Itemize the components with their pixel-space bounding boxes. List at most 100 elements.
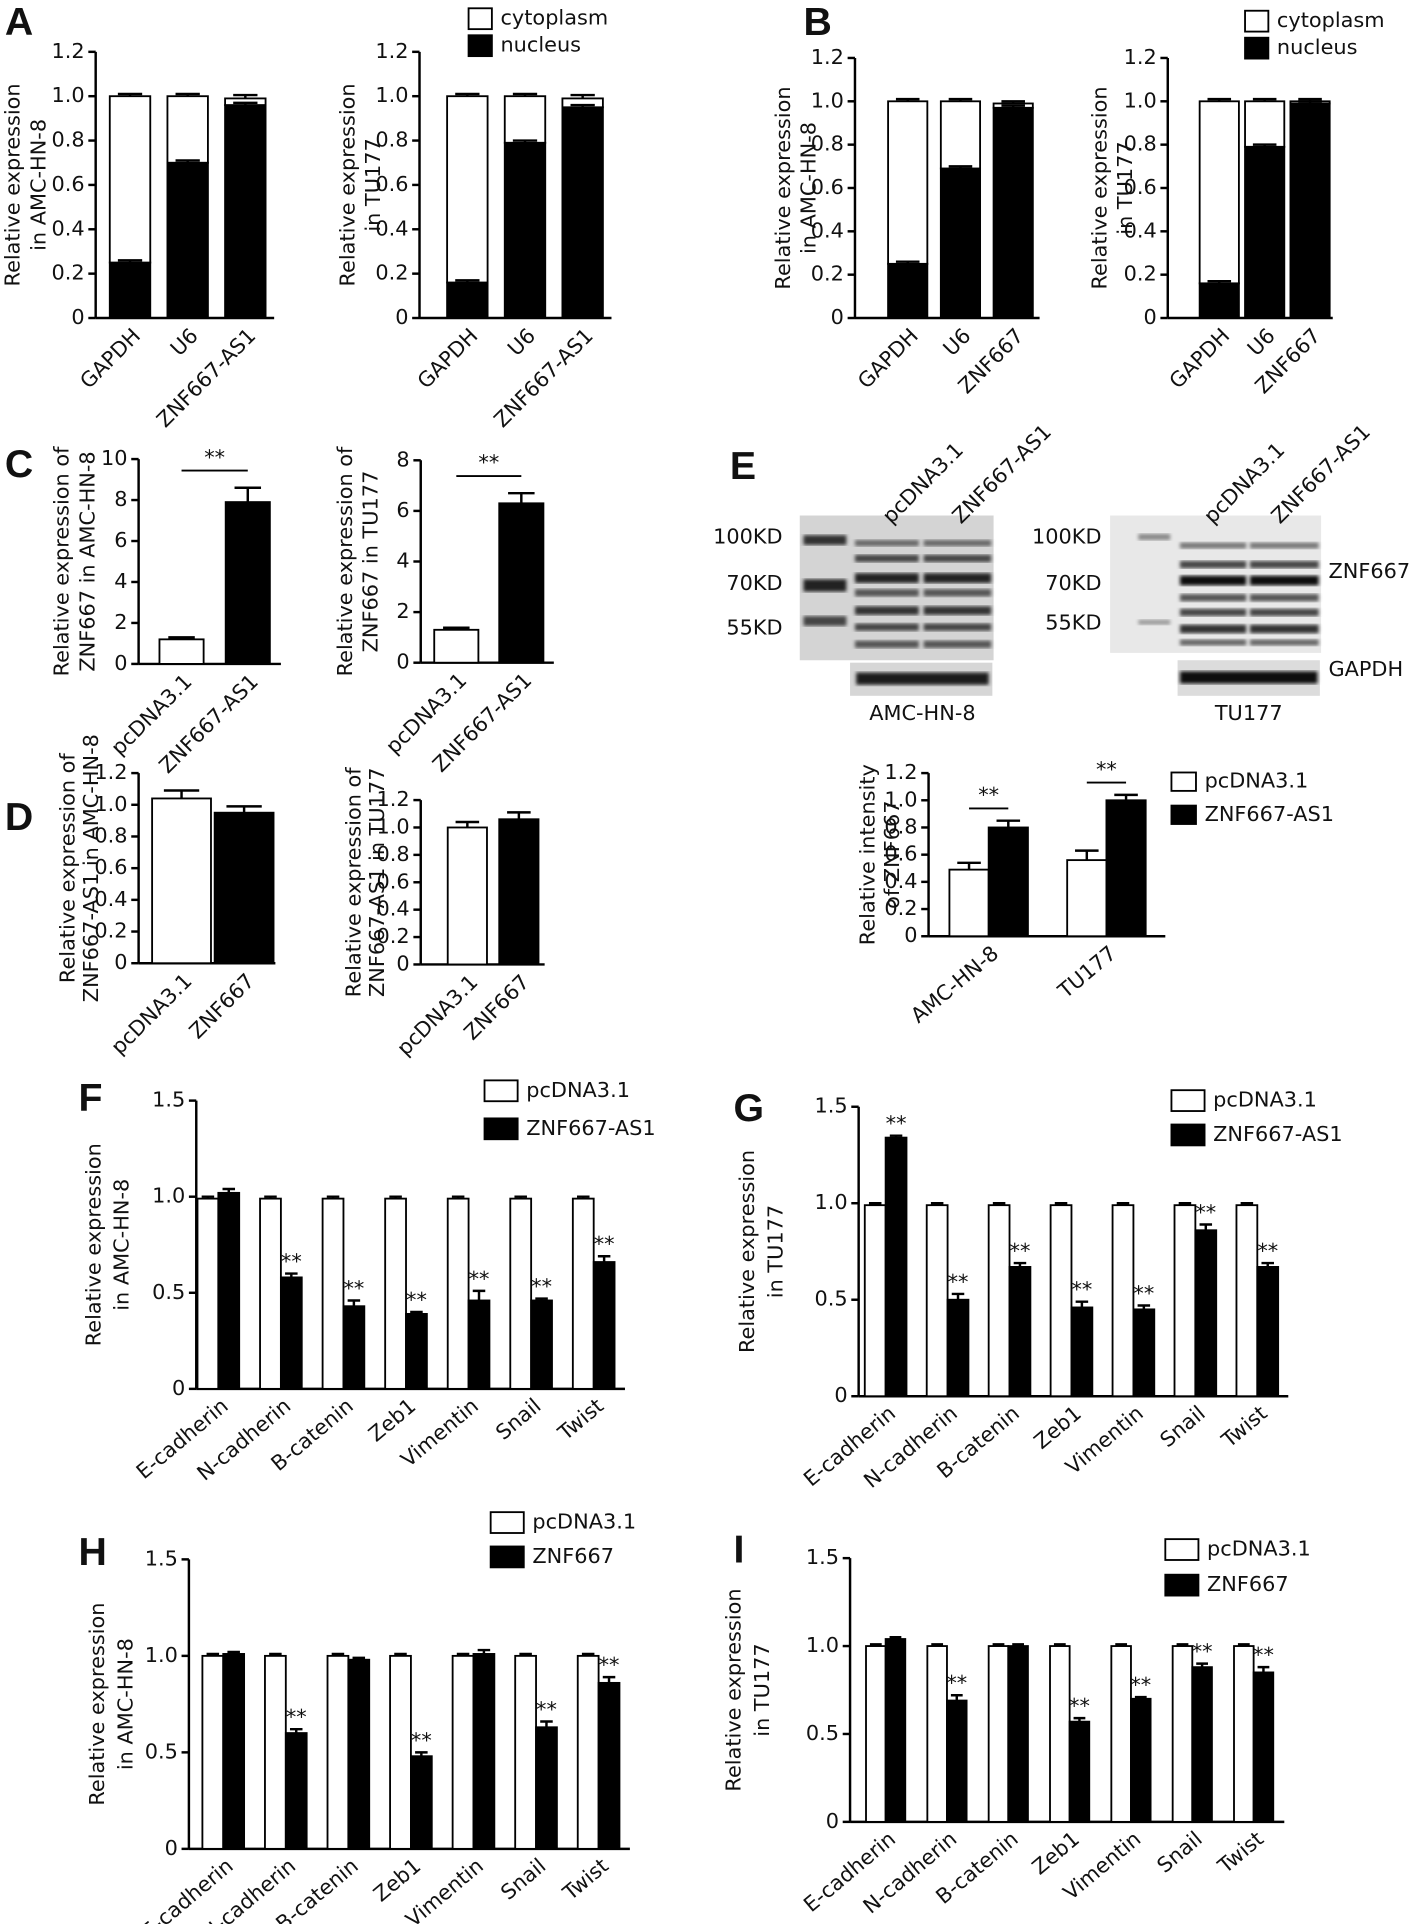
bar bbox=[446, 281, 489, 319]
y-axis-label: Relative expression bbox=[85, 1603, 109, 1806]
error-bar bbox=[512, 139, 538, 143]
bar bbox=[1289, 102, 1331, 319]
y-tick-label: 10 bbox=[101, 446, 128, 470]
bar bbox=[321, 1197, 345, 1390]
legend-label: pcDNA3.1 bbox=[1213, 1088, 1317, 1112]
error-bar bbox=[1114, 793, 1138, 801]
y-tick-label: 0.5 bbox=[814, 1287, 847, 1311]
bar bbox=[939, 100, 982, 170]
x-tick-label: GAPDH bbox=[413, 324, 483, 394]
blot-band bbox=[923, 573, 992, 583]
y-tick-label: 0 bbox=[831, 305, 844, 329]
blot-band bbox=[923, 540, 992, 547]
error-bar bbox=[1054, 1202, 1068, 1206]
error-bar bbox=[233, 101, 258, 106]
error-bar bbox=[455, 92, 480, 97]
panel-letter: B bbox=[803, 0, 831, 44]
error-bar bbox=[581, 1652, 595, 1656]
y-tick-label: 0.2 bbox=[884, 896, 917, 920]
legend-label: pcDNA3.1 bbox=[1207, 1537, 1311, 1561]
y-tick-label: 0.6 bbox=[94, 855, 127, 879]
y-tick-label: 1.0 bbox=[375, 83, 408, 107]
y-tick-label: 0.4 bbox=[884, 869, 917, 893]
bar bbox=[992, 106, 1034, 319]
error-bar bbox=[1075, 1300, 1089, 1308]
bar bbox=[887, 100, 929, 265]
bar bbox=[530, 1299, 553, 1390]
panel-letter: A bbox=[5, 0, 33, 44]
y-tick-label: 1.5 bbox=[152, 1088, 185, 1112]
y-axis-label: in AMC-HN-8 bbox=[113, 1638, 137, 1770]
y-axis-label: in TU177 bbox=[361, 138, 385, 231]
y-tick-label: 0.6 bbox=[375, 172, 408, 196]
y-axis-label: ZNF667-AS1 in AMC-HN-8 bbox=[79, 734, 103, 1002]
bar bbox=[535, 1726, 558, 1850]
panel-letter: H bbox=[79, 1530, 107, 1574]
bar bbox=[863, 1204, 887, 1398]
y-axis-label: in TU177 bbox=[763, 1205, 787, 1298]
bar bbox=[284, 1732, 308, 1850]
error-bar bbox=[117, 92, 143, 97]
legend-label: nucleus bbox=[500, 33, 581, 57]
bar bbox=[405, 1313, 428, 1390]
y-axis-label: Relative expression of bbox=[342, 767, 366, 997]
x-tick-label: pcDNA3.1 bbox=[106, 969, 196, 1059]
error-bar bbox=[389, 1195, 402, 1199]
y-axis-label: ZNF667-AS1 in TU177 bbox=[365, 768, 389, 998]
error-bar bbox=[570, 93, 595, 99]
blot-band bbox=[803, 579, 847, 592]
y-tick-label: 1.5 bbox=[145, 1546, 178, 1570]
bar bbox=[884, 1638, 907, 1823]
error-bar bbox=[957, 861, 981, 870]
blot-band bbox=[1180, 608, 1247, 617]
significance-label: ** bbox=[946, 1671, 967, 1695]
marker-label: 100KD bbox=[1032, 525, 1102, 549]
chart: A 0 0.2 0.4 0.6 0.8 1.0 1.2 Relative expression i… bbox=[0, 0, 275, 432]
y-tick-label: 1.2 bbox=[375, 39, 408, 63]
blot-band bbox=[923, 606, 992, 615]
error-bar bbox=[570, 103, 595, 108]
y-tick-label: 1.0 bbox=[811, 88, 844, 112]
error-bar bbox=[895, 260, 920, 264]
bar bbox=[264, 1654, 287, 1850]
x-tick-label: Snail bbox=[1152, 1827, 1206, 1878]
bar bbox=[259, 1197, 282, 1390]
error-bar bbox=[512, 92, 538, 97]
bar bbox=[389, 1654, 412, 1850]
chart: H 0 0.5 1.0 1.5 Relative expression in AMC-HN-… bbox=[79, 1510, 637, 1924]
bar bbox=[946, 1298, 970, 1398]
legend-label: pcDNA3.1 bbox=[526, 1078, 630, 1102]
error-bar bbox=[472, 1289, 486, 1301]
bar bbox=[925, 1204, 949, 1398]
bar bbox=[1008, 1266, 1032, 1398]
bar bbox=[1068, 1720, 1091, 1823]
bar bbox=[514, 1654, 537, 1850]
error-bar bbox=[895, 97, 920, 102]
blot-band bbox=[1249, 575, 1319, 586]
y-tick-label: 0.8 bbox=[94, 823, 127, 847]
significance-label: ** bbox=[1130, 1673, 1151, 1697]
bar bbox=[498, 502, 545, 664]
bar bbox=[1244, 145, 1286, 319]
y-tick-label: 0.8 bbox=[375, 128, 408, 152]
x-tick-label: GAPDH bbox=[75, 324, 145, 394]
bar bbox=[1244, 100, 1286, 148]
y-tick-label: 0 bbox=[114, 950, 127, 974]
bar bbox=[196, 1197, 220, 1390]
bar bbox=[446, 1197, 470, 1390]
error-bar bbox=[1075, 849, 1099, 861]
error-bar bbox=[456, 1652, 470, 1656]
error-bar bbox=[951, 1292, 965, 1300]
error-bar bbox=[889, 1636, 902, 1640]
y-tick-label: 4 bbox=[114, 569, 127, 593]
significance-label: ** bbox=[1192, 1640, 1213, 1664]
legend-swatch bbox=[1170, 771, 1197, 792]
blot-band bbox=[1180, 575, 1247, 586]
bar bbox=[446, 95, 489, 284]
y-axis-label: Relative expression bbox=[335, 83, 359, 286]
error-bar bbox=[519, 1652, 532, 1656]
y-tick-label: 0 bbox=[1143, 305, 1156, 329]
legend-swatch bbox=[1244, 36, 1270, 60]
legend-label: nucleus bbox=[1277, 35, 1358, 59]
